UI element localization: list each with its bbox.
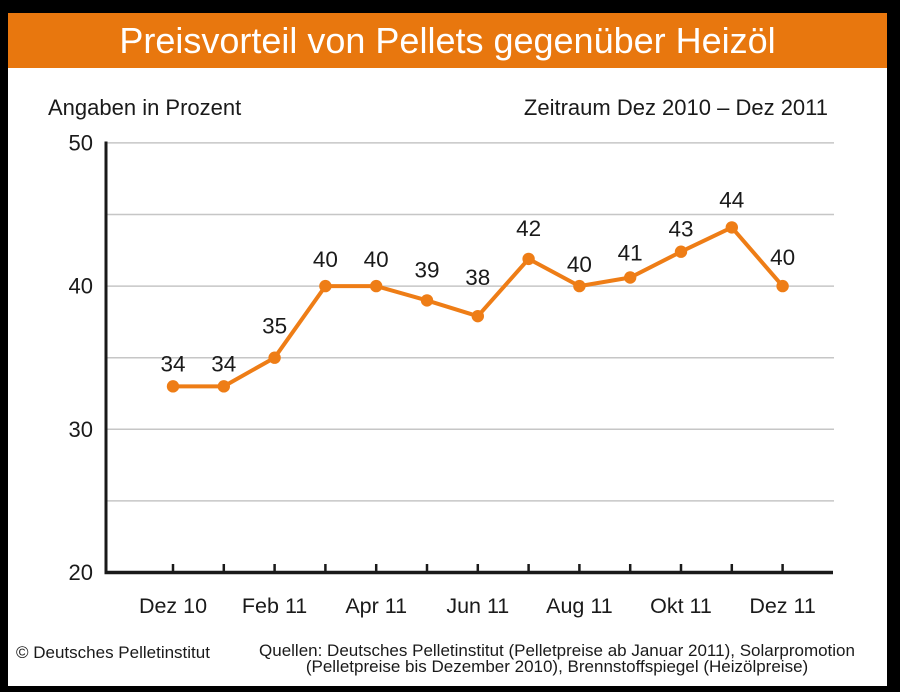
data-point bbox=[573, 279, 586, 293]
x-tick-label: Dez 10 bbox=[139, 594, 207, 618]
y-tick-label: 40 bbox=[69, 274, 93, 299]
data-point-label: 40 bbox=[770, 245, 795, 270]
x-tick-label: Feb 11 bbox=[242, 594, 307, 618]
title-banner: Preisvorteil von Pellets gegenüber Heizö… bbox=[8, 13, 887, 68]
data-series-line bbox=[171, 225, 785, 389]
copyright-label: © Deutsches Pelletinstitut bbox=[16, 643, 210, 662]
data-point bbox=[370, 279, 383, 293]
sources-line-1: Quellen: Deutsches Pelletinstitut (Pelle… bbox=[259, 641, 855, 660]
data-point-label: 35 bbox=[262, 314, 287, 339]
data-point bbox=[217, 380, 230, 393]
x-tick-label: Apr 11 bbox=[345, 594, 407, 618]
x-tick-label: Jun 11 bbox=[446, 594, 509, 618]
data-point bbox=[776, 279, 789, 293]
data-point-label: 40 bbox=[364, 247, 389, 272]
data-point bbox=[166, 380, 180, 393]
sources-text: Quellen: Deutsches Pelletinstitut (Pelle… bbox=[247, 641, 867, 676]
y-tick-label: 50 bbox=[69, 130, 93, 155]
data-point-label: 34 bbox=[160, 351, 185, 376]
data-point-label: 40 bbox=[567, 252, 592, 277]
data-point bbox=[674, 245, 688, 258]
data-point bbox=[471, 309, 484, 323]
x-tick-label: Okt 11 bbox=[650, 594, 712, 618]
y-tick-label: 30 bbox=[69, 417, 93, 442]
data-point-label: 34 bbox=[211, 351, 236, 376]
data-point bbox=[725, 221, 738, 234]
chart-title: Preisvorteil von Pellets gegenüber Heizö… bbox=[119, 20, 776, 61]
data-point-label: 38 bbox=[465, 265, 490, 290]
data-point-label: 43 bbox=[668, 217, 693, 242]
period-label: Zeitraum Dez 2010 – Dez 2011 bbox=[523, 95, 828, 120]
data-point bbox=[420, 294, 434, 307]
x-tick-label: Dez 11 bbox=[749, 594, 816, 618]
unit-label: Angaben in Prozent bbox=[48, 95, 242, 120]
data-point-label: 39 bbox=[414, 257, 439, 282]
data-point-label: 40 bbox=[313, 247, 338, 272]
data-point bbox=[522, 252, 535, 266]
data-point-label: 44 bbox=[719, 187, 744, 212]
data-point-label: 41 bbox=[618, 241, 643, 266]
data-point bbox=[624, 271, 637, 284]
data-point bbox=[319, 279, 332, 293]
x-tick-label: Aug 11 bbox=[546, 594, 613, 618]
data-point bbox=[268, 351, 281, 364]
sources-line-2: (Pelletpreise bis Dezember 2010), Brenns… bbox=[305, 657, 809, 676]
y-tick-label: 20 bbox=[69, 560, 93, 585]
data-point-label: 42 bbox=[516, 216, 541, 241]
